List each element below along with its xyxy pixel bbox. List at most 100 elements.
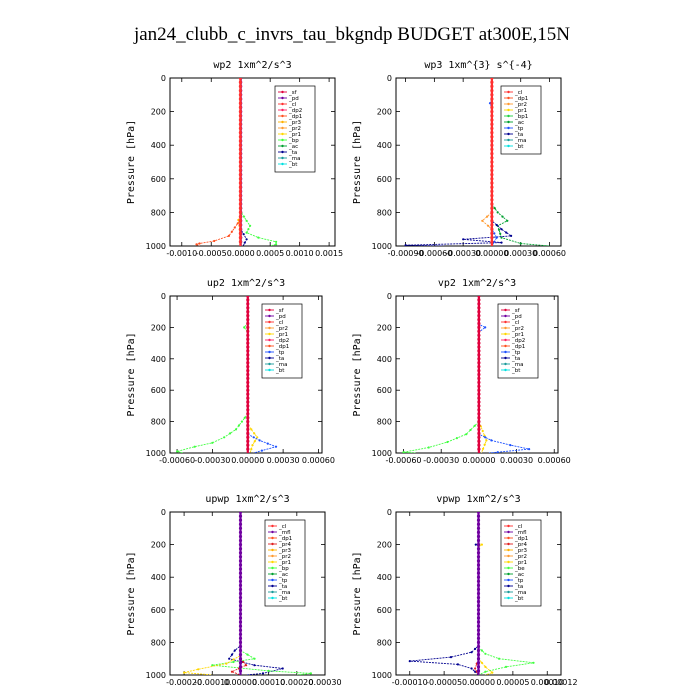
data-point <box>238 653 243 657</box>
data-point <box>246 392 250 396</box>
data-point <box>238 215 242 219</box>
panel-title: up2 1xm^2/s^3 <box>207 278 285 289</box>
data-point <box>476 587 481 592</box>
data-point <box>480 661 483 664</box>
data-point <box>238 616 243 620</box>
legend-marker <box>271 536 274 540</box>
legend-entry: _pr2 <box>288 126 301 132</box>
data-point <box>238 236 242 240</box>
legend-entry: _tp <box>514 126 524 132</box>
data-point <box>483 443 486 446</box>
data-point <box>476 555 481 559</box>
data-point <box>481 219 484 222</box>
y-axis-label: Pressure [hPa] <box>126 551 137 635</box>
data-point <box>490 439 493 442</box>
data-point <box>476 522 481 526</box>
panels: wp2 1xm^2/s^3 Pressure [hPa] 0 200 400 600 800… <box>126 60 578 687</box>
x-tick-label: 0.0010 <box>286 249 314 258</box>
data-point <box>490 122 494 126</box>
figure-title: jan24_clubb_c_invrs_tau_bkgndp BUDGET at… <box>133 24 570 45</box>
y-tick-label: 0 <box>387 292 392 301</box>
data-point <box>238 160 242 164</box>
data-point <box>238 156 242 160</box>
data-point <box>477 380 481 384</box>
data-point <box>238 567 243 571</box>
data-point <box>246 388 250 392</box>
legend-entry: _dp2 <box>511 338 525 344</box>
data-point <box>477 345 481 349</box>
data-point <box>238 522 243 526</box>
series-group <box>183 512 312 675</box>
data-point <box>491 671 494 674</box>
x-tick-label: -0.00090 <box>388 249 424 258</box>
legend-marker <box>271 560 274 564</box>
panel-title: upwp 1xm^2/s^3 <box>205 494 289 505</box>
series-line-bp <box>175 296 249 453</box>
data-point <box>238 78 242 80</box>
data-point <box>238 240 242 244</box>
data-point <box>500 241 503 244</box>
legend-marker <box>504 356 507 360</box>
data-point <box>213 239 216 243</box>
plot-frame <box>395 77 562 247</box>
legend-entry: _ma <box>278 590 290 596</box>
data-point <box>490 210 494 214</box>
data-point <box>465 433 468 436</box>
y-tick-label: 200 <box>151 323 166 332</box>
data-point <box>183 671 186 674</box>
data-point <box>257 236 260 239</box>
data-point <box>476 628 481 632</box>
data-point <box>493 232 496 235</box>
data-point <box>238 620 243 624</box>
data-point <box>238 551 243 555</box>
data-point <box>246 431 250 435</box>
legend-entry: _cl <box>511 320 520 326</box>
legend-entry: _pr2 <box>275 326 288 332</box>
data-point <box>253 657 256 660</box>
data-point <box>490 118 494 122</box>
data-point <box>238 105 242 109</box>
data-point <box>246 318 250 322</box>
y-tick-label: 800 <box>151 638 166 647</box>
data-point <box>484 670 487 673</box>
data-point <box>477 435 481 439</box>
legend-marker <box>507 560 510 564</box>
data-point <box>238 139 242 143</box>
x-tick-label: 0.00010 <box>252 678 285 687</box>
data-point <box>490 173 494 177</box>
legend-entry: _cl <box>278 524 287 530</box>
legend-entry: _ma <box>275 362 287 368</box>
data-point <box>477 447 481 451</box>
data-point <box>404 244 407 246</box>
data-point <box>242 660 245 664</box>
data-point <box>477 420 481 424</box>
data-point <box>238 114 242 118</box>
series-line-ta <box>228 512 283 675</box>
legend-marker <box>504 368 507 372</box>
legend-marker <box>507 96 510 100</box>
y-tick-label: 400 <box>151 573 166 582</box>
legend-entry: _bt <box>511 368 521 374</box>
legend-entry: _tp <box>278 578 288 584</box>
plot-frame <box>395 295 559 454</box>
data-point <box>477 443 481 447</box>
data-point <box>193 445 196 448</box>
legend-marker <box>507 590 510 594</box>
legend-marker <box>504 362 507 366</box>
legend-entry: _dp1 <box>511 344 525 350</box>
data-point <box>253 432 256 435</box>
data-point <box>476 608 481 612</box>
data-point <box>309 672 312 675</box>
data-point <box>477 412 481 416</box>
data-point <box>477 361 481 365</box>
legend-entry: _cl <box>514 90 523 96</box>
data-point <box>238 173 242 177</box>
data-point <box>246 384 250 388</box>
x-tick-label: 0.00030 <box>504 249 537 258</box>
data-point <box>238 164 242 168</box>
data-point <box>246 404 250 408</box>
data-point <box>490 177 494 181</box>
data-point <box>281 667 284 670</box>
data-point <box>238 518 243 522</box>
data-point <box>246 376 250 380</box>
